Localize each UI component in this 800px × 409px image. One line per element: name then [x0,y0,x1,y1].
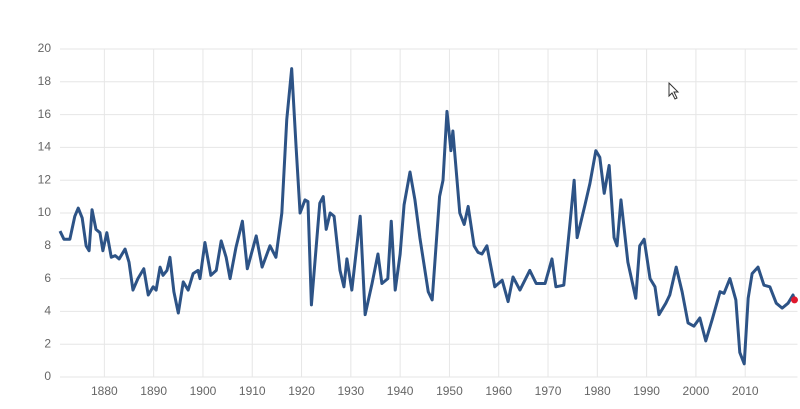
x-tick-label: 1970 [535,384,562,398]
last-point-marker [791,296,798,304]
x-tick-label: 1900 [190,384,217,398]
x-tick-label: 1990 [633,384,660,398]
x-tick-label: 1890 [140,384,167,398]
line-series [58,67,796,366]
x-tick-label: 1910 [239,384,266,398]
y-tick-label: 14 [38,140,52,154]
y-tick-label: 12 [38,172,52,186]
grid-layer [60,48,798,378]
x-tick-label: 2010 [732,384,759,398]
y-tick-label: 18 [38,74,52,88]
x-tick-label: 1880 [91,384,118,398]
x-tick-label: 2000 [683,384,710,398]
x-tick-label: 1950 [436,384,463,398]
x-tick-label: 1940 [387,384,414,398]
y-tick-label: 0 [44,369,51,383]
y-tick-label: 6 [44,271,51,285]
y-tick-label: 10 [38,205,52,219]
x-tick-label: 1920 [288,384,315,398]
y-tick-label: 20 [38,41,52,55]
y-tick-label: 2 [44,336,51,350]
x-tick-label: 1980 [584,384,611,398]
x-tick-label: 1960 [485,384,512,398]
y-tick-label: 4 [44,304,51,318]
x-tick-label: 1930 [337,384,364,398]
y-tick-label: 8 [44,238,51,252]
y-tick-label: 16 [38,107,52,121]
mouse-cursor [668,81,680,100]
